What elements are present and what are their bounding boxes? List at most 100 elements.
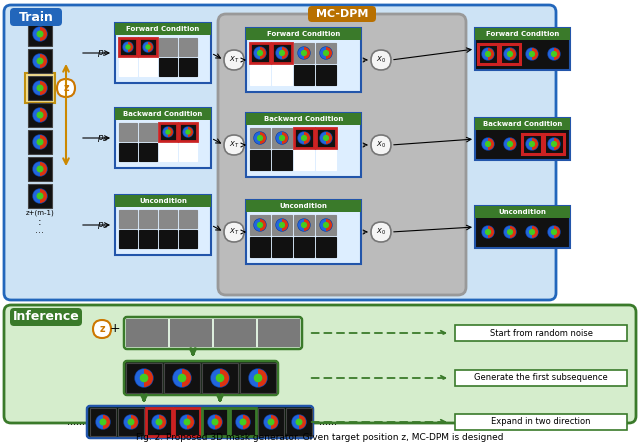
Circle shape [324, 51, 328, 55]
Bar [316, 150, 336, 170]
Circle shape [33, 189, 47, 203]
Bar [500, 134, 520, 154]
Wedge shape [298, 47, 304, 59]
Bar [119, 210, 137, 228]
Circle shape [276, 219, 288, 231]
Bar [28, 130, 52, 154]
Text: Uncondition: Uncondition [139, 198, 187, 204]
Bar [118, 408, 144, 436]
Circle shape [186, 130, 190, 134]
Bar [119, 58, 137, 76]
Circle shape [183, 127, 193, 137]
Bar [115, 108, 211, 120]
Circle shape [324, 136, 328, 140]
Bar [28, 157, 52, 181]
Circle shape [301, 222, 307, 227]
Circle shape [482, 138, 494, 150]
Circle shape [298, 219, 310, 231]
Circle shape [166, 130, 170, 134]
Wedge shape [488, 48, 494, 60]
Wedge shape [304, 132, 310, 144]
Bar [500, 44, 520, 64]
FancyBboxPatch shape [10, 308, 82, 326]
Text: Fig. 2. Proposed 3D mask generator. Given target position z, MC-DPM is designed: Fig. 2. Proposed 3D mask generator. Give… [136, 432, 504, 442]
Circle shape [548, 48, 560, 60]
Bar [544, 222, 564, 242]
Wedge shape [510, 138, 516, 150]
Wedge shape [488, 226, 494, 238]
Bar [119, 230, 137, 248]
Wedge shape [163, 127, 168, 137]
Bar [250, 237, 270, 257]
Wedge shape [103, 415, 110, 429]
Wedge shape [532, 48, 538, 60]
FancyBboxPatch shape [218, 14, 466, 295]
Wedge shape [254, 47, 260, 59]
Wedge shape [510, 226, 516, 238]
Bar [126, 363, 162, 393]
Bar [159, 143, 177, 161]
Wedge shape [504, 138, 510, 150]
Bar [115, 23, 211, 35]
Text: Generate the first subsequence: Generate the first subsequence [474, 373, 608, 382]
Bar [294, 215, 314, 235]
Wedge shape [143, 42, 148, 52]
Wedge shape [488, 138, 494, 150]
Bar [294, 65, 314, 85]
Wedge shape [482, 48, 488, 60]
Wedge shape [40, 189, 47, 203]
Text: MC-DPM: MC-DPM [316, 9, 368, 19]
Text: $X_T$: $X_T$ [229, 227, 239, 237]
Bar [159, 58, 177, 76]
Circle shape [320, 132, 332, 144]
Text: Backward Condition: Backward Condition [264, 116, 343, 122]
Bar [28, 49, 52, 73]
Bar [202, 408, 228, 436]
Wedge shape [33, 135, 40, 149]
Wedge shape [526, 48, 532, 60]
Wedge shape [128, 42, 133, 52]
Text: $p_B$: $p_B$ [97, 132, 109, 144]
Circle shape [208, 415, 222, 429]
Bar [522, 44, 542, 64]
Text: Start from random noise: Start from random noise [490, 329, 593, 338]
Circle shape [508, 142, 513, 146]
Circle shape [37, 58, 43, 64]
Wedge shape [40, 81, 47, 95]
Wedge shape [131, 415, 138, 429]
FancyBboxPatch shape [124, 361, 278, 395]
Bar [316, 215, 336, 235]
Bar [179, 123, 197, 141]
Circle shape [216, 374, 223, 381]
Wedge shape [292, 415, 299, 429]
Wedge shape [282, 47, 288, 59]
Bar [294, 128, 314, 148]
Wedge shape [254, 219, 260, 231]
Wedge shape [264, 415, 271, 429]
Circle shape [301, 136, 307, 140]
Wedge shape [554, 138, 560, 150]
Circle shape [180, 415, 194, 429]
Wedge shape [96, 415, 103, 429]
Bar [174, 408, 200, 436]
Bar [258, 319, 300, 347]
Bar [246, 200, 361, 212]
Text: Forward Condition: Forward Condition [126, 26, 200, 32]
Bar [126, 319, 168, 347]
FancyBboxPatch shape [224, 222, 244, 242]
Circle shape [320, 219, 332, 231]
Circle shape [482, 226, 494, 238]
Circle shape [268, 419, 274, 425]
Circle shape [280, 136, 284, 140]
Circle shape [504, 138, 516, 150]
Bar [272, 237, 292, 257]
Circle shape [486, 142, 490, 146]
Circle shape [508, 229, 513, 234]
Wedge shape [482, 226, 488, 238]
Bar [316, 128, 336, 148]
Wedge shape [215, 415, 222, 429]
Bar [250, 150, 270, 170]
Circle shape [276, 132, 288, 144]
Bar [115, 195, 211, 255]
Text: z+(m-1): z+(m-1) [26, 210, 54, 216]
